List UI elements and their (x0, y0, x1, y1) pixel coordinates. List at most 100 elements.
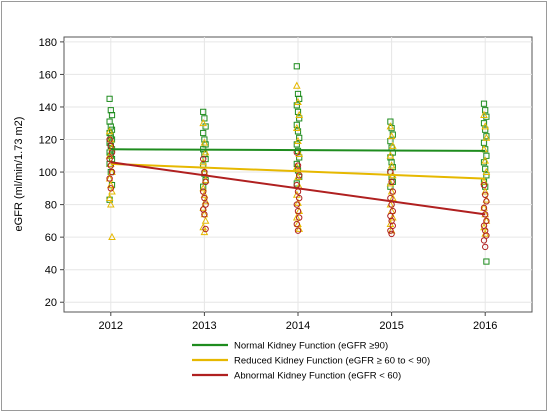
data-point-triangle (294, 136, 302, 145)
data-point-circle (483, 232, 490, 239)
data-point-circle (388, 178, 395, 186)
data-point-triangle (388, 193, 397, 201)
data-point-circle (296, 172, 303, 179)
data-point-triangle (292, 81, 301, 89)
data-point-triangle (387, 161, 396, 169)
data-point-triangle (295, 224, 304, 232)
data-point-triangle (292, 123, 301, 132)
x-tick-label: 2016 (473, 320, 497, 332)
data-point-circle (480, 181, 488, 189)
data-point-square (483, 258, 490, 265)
x-axis-ticks: 2012 2013 2014 2015 2016 (99, 312, 497, 332)
data-point-circle (293, 201, 300, 208)
data-point-circle (387, 227, 394, 234)
data-point-circle (388, 230, 395, 238)
data-point-circle (480, 237, 488, 244)
data-point-triangle (295, 149, 304, 158)
data-point-square (293, 102, 300, 109)
data-point-circle (483, 198, 490, 205)
data-point-square (483, 113, 490, 120)
trend-line (110, 161, 486, 216)
data-point-square (483, 172, 490, 179)
data-point-circle (107, 142, 115, 150)
data-point-triangle (200, 138, 209, 146)
data-point-circle (482, 243, 489, 251)
data-point-circle (483, 217, 490, 225)
data-point-circle (389, 207, 396, 215)
data-point-circle (201, 194, 208, 202)
data-point-square (106, 139, 113, 146)
y-tick-label: 160 (39, 69, 57, 81)
data-point-triangle (106, 200, 115, 208)
data-point-circle (200, 155, 207, 163)
legend-label: Normal Kidney Function (eGFR ≥90) (234, 341, 388, 352)
data-point-square (200, 108, 207, 115)
data-point-circle (201, 211, 208, 218)
data-point-circle (106, 136, 113, 143)
data-point-square (296, 154, 303, 161)
data-point-triangle (294, 198, 302, 206)
y-tick-label: 100 (39, 167, 57, 179)
data-point-circle (293, 220, 300, 228)
data-point-square (296, 115, 303, 122)
data-point-triangle (481, 156, 490, 164)
data-point-square (106, 95, 113, 102)
legend-label: Abnormal Kidney Function (eGFR < 60) (234, 371, 401, 382)
data-point-square (200, 129, 207, 137)
data-point-square (108, 112, 116, 119)
y-tick-label: 40 (45, 265, 57, 277)
y-tick-label: 80 (45, 200, 57, 212)
data-point-circle (202, 178, 209, 186)
data-point-circle (106, 175, 113, 182)
data-point-triangle (480, 177, 488, 185)
data-point-circle (202, 201, 209, 208)
data-point-triangle (105, 193, 114, 201)
data-point-square (293, 141, 300, 148)
y-axis-label: eGFR (ml/min/1.73 m2) (13, 117, 25, 232)
data-point-triangle (388, 141, 397, 149)
data-point-circle (389, 222, 396, 229)
data-point-triangle (199, 158, 208, 166)
data-point-triangle (387, 132, 396, 140)
y-axis-ticks: 20 40 60 80 100 120 140 160 180 (39, 37, 64, 309)
data-point-circle (296, 214, 303, 221)
data-point-circle (294, 162, 302, 169)
data-point-square (483, 152, 490, 159)
data-point-circle (108, 168, 116, 176)
series-circle-points (106, 136, 490, 251)
data-point-square (293, 121, 300, 128)
data-point-triangle (481, 187, 490, 195)
trend-lines (110, 148, 486, 216)
data-point-square (201, 115, 208, 122)
data-point-triangle (386, 151, 395, 159)
data-point-circle (389, 188, 396, 195)
data-point-triangle (480, 110, 488, 119)
data-point-square (293, 63, 300, 70)
data-point-circle (107, 185, 115, 192)
data-point-square (293, 160, 300, 168)
legend-label: Reduced Kidney Function (eGFR ≥ 60 to < … (234, 356, 430, 367)
data-point-square (482, 126, 489, 133)
x-tick-label: 2014 (286, 320, 310, 332)
data-point-circle (202, 225, 209, 233)
data-point-triangle (294, 97, 302, 105)
y-tick-label: 20 (45, 297, 57, 309)
data-point-square (482, 107, 489, 114)
data-point-triangle (482, 133, 491, 141)
data-point-triangle (201, 148, 210, 156)
data-point-triangle (106, 180, 115, 188)
data-point-triangle (199, 118, 208, 127)
x-tick-label: 2015 (379, 320, 403, 332)
y-tick-label: 120 (39, 135, 57, 147)
trend-line (110, 148, 486, 152)
data-point-circle (106, 155, 113, 163)
data-point-triangle (482, 167, 491, 175)
data-point-circle (482, 191, 489, 199)
data-point-circle (480, 204, 488, 212)
data-point-triangle (105, 127, 114, 135)
data-point-circle (200, 188, 207, 195)
trend-line (110, 162, 486, 180)
y-tick-label: 140 (39, 102, 57, 114)
